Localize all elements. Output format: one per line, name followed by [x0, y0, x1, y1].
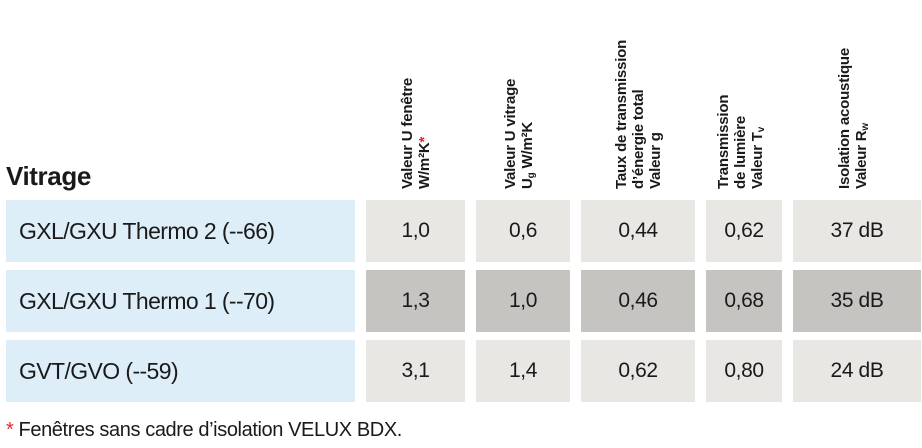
header-line: d’énergie total: [629, 89, 647, 189]
header-line: Valeur Tv: [748, 126, 767, 189]
header-line: Ug W/m²K: [519, 121, 537, 189]
page-title: Vitrage: [6, 161, 91, 191]
footnote: * Fenêtres sans cadre d’isolation VELUX …: [6, 419, 922, 442]
value-cell: 0,62: [581, 340, 695, 402]
value-cell: 1,0: [366, 200, 465, 262]
value-cell: 37 dB: [793, 200, 921, 262]
subscript: g: [526, 172, 537, 179]
value-cell: 24 dB: [793, 340, 921, 402]
subscript: v: [755, 126, 767, 133]
value-cell: 0,62: [706, 200, 782, 262]
footnote-text: Fenêtres sans cadre d’isolation VELUX BD…: [13, 419, 403, 441]
value-cell: 35 dB: [793, 270, 921, 332]
value-cell: 0,68: [706, 270, 782, 332]
column-header-transmission-lumiere: Transmission de lumière Valeur Tv: [706, 8, 782, 192]
column-header-valeur-u-vitrage: Valeur U vitrage Ug W/m²K: [476, 8, 570, 192]
row-label: GXL/GXU Thermo 2 (--66): [6, 200, 355, 262]
value-cell: 0,80: [706, 340, 782, 402]
header-line: W/m²K*: [415, 136, 433, 189]
column-header-taux-transmission-energie: Taux de transmission d’énergie total Valeu…: [581, 8, 695, 192]
header-line: de lumière: [731, 115, 749, 189]
value-cell: 0,46: [581, 270, 695, 332]
footnote-asterisk: *: [6, 419, 14, 441]
column-header-isolation-acoustique: Isolation acoustique Valeur Rw: [793, 8, 921, 192]
title-cell: Vitrage: [6, 8, 355, 192]
header-line: Valeur Rw: [853, 122, 871, 189]
value-cell: 1,0: [476, 270, 570, 332]
value-cell: 0,44: [581, 200, 695, 262]
red-asterisk: *: [415, 136, 433, 143]
row-label: GXL/GXU Thermo 1 (--70): [6, 270, 355, 332]
value-cell: 1,3: [366, 270, 465, 332]
header-line: Valeur U vitrage: [502, 78, 519, 189]
glazing-table: Vitrage Valeur U fenêtre W/m²K* Valeur U v…: [6, 8, 922, 402]
subscript: w: [860, 122, 871, 131]
column-header-valeur-u-fenetre: Valeur U fenêtre W/m²K*: [366, 8, 465, 192]
header-line: Isolation acoustique: [836, 47, 853, 189]
header-line: Valeur g: [646, 132, 664, 189]
header-line: Valeur U fenêtre: [398, 77, 416, 189]
header-line: Transmission: [714, 94, 732, 189]
header-line: Taux de transmission: [612, 39, 630, 189]
value-cell: 0,6: [476, 200, 570, 262]
value-cell: 1,4: [476, 340, 570, 402]
value-cell: 3,1: [366, 340, 465, 402]
row-label: GVT/GVO (--59): [6, 340, 355, 402]
